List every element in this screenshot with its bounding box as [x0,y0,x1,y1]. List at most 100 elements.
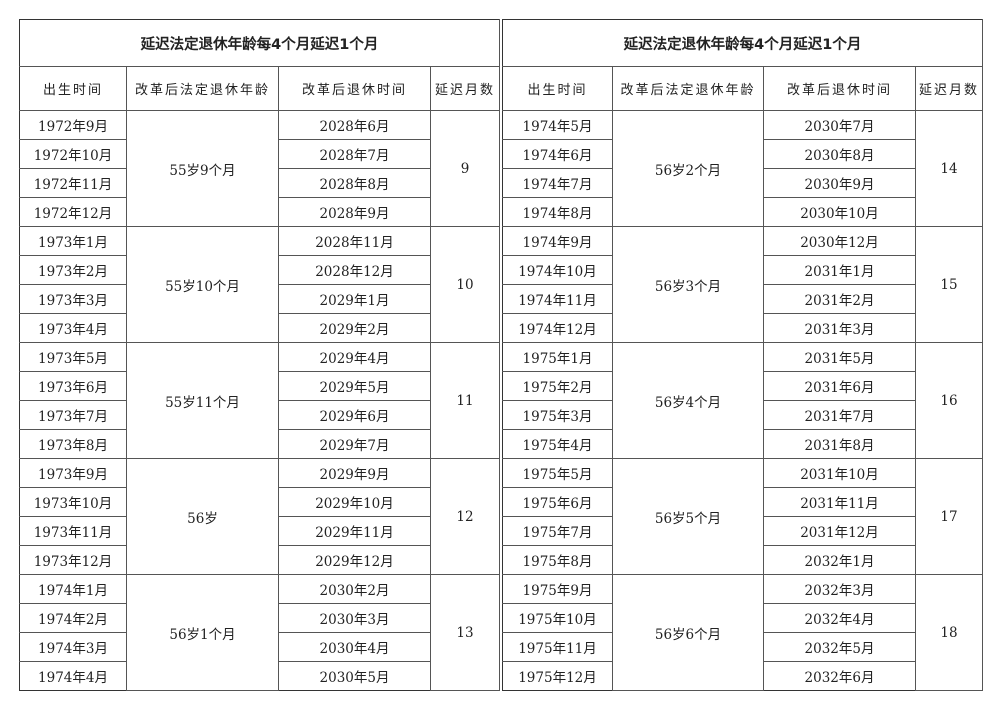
retirement-time: 2032年3月 [763,574,916,604]
table-row: 1975年4月 2031年8月 [502,429,983,459]
retirement-age: 55岁9个月 [126,110,279,227]
retirement-time: 2028年11月 [278,226,431,256]
header-birth-time: 出生时间 [502,66,613,111]
header-birth-time: 出生时间 [19,66,127,111]
table-row: 1973年2月 2028年12月 [19,255,500,285]
delay-months: 13 [430,574,500,691]
table-row: 1973年12月 2029年12月 [19,545,500,575]
retirement-time: 2031年8月 [763,429,916,459]
birth-time: 1974年8月 [502,197,613,227]
birth-time: 1973年7月 [19,400,127,430]
header-retirement-age: 改革后法定退休年龄 [612,66,764,111]
delay-months: 15 [915,226,983,343]
birth-time: 1975年8月 [502,545,613,575]
retirement-time: 2031年11月 [763,487,916,517]
table-row: 1974年11月 2031年2月 [502,284,983,314]
retirement-age: 56岁3个月 [612,226,764,343]
table-row: 1973年6月 2029年5月 [19,371,500,401]
birth-time: 1972年12月 [19,197,127,227]
table-row: 1973年1月 55岁10个月 2028年11月 10 [19,226,500,343]
retirement-age: 56岁6个月 [612,574,764,691]
birth-time: 1972年9月 [19,110,127,140]
birth-time: 1973年6月 [19,371,127,401]
birth-time: 1975年3月 [502,400,613,430]
retirement-time: 2030年5月 [278,661,431,691]
table-row: 1974年2月 2030年3月 [19,603,500,633]
table-right: 延迟法定退休年龄每4个月延迟1个月 出生时间 改革后法定退休年龄 改革后退休时间 延迟月… [502,19,983,691]
table-title: 延迟法定退休年龄每4个月延迟1个月 [502,19,983,67]
delay-months: 12 [430,458,500,575]
birth-time: 1974年1月 [19,574,127,604]
header-delay-months: 延迟月数 [430,66,500,111]
birth-time: 1975年11月 [502,632,613,662]
birth-time: 1975年9月 [502,574,613,604]
birth-time: 1975年2月 [502,371,613,401]
table-row: 1972年12月 2028年9月 [19,197,500,227]
table-row: 1973年9月 56岁 2029年9月 12 [19,458,500,575]
retirement-time: 2028年12月 [278,255,431,285]
table-row: 1972年9月 55岁9个月 2028年6月 9 [19,110,500,227]
retirement-time: 2030年12月 [763,226,916,256]
retirement-time: 2031年7月 [763,400,916,430]
table-row: 1974年7月 2030年9月 [502,168,983,198]
birth-time: 1973年3月 [19,284,127,314]
retirement-age: 56岁5个月 [612,458,764,575]
retirement-age: 56岁1个月 [126,574,279,691]
delay-months: 10 [430,226,500,343]
delay-months: 16 [915,342,983,459]
retirement-time: 2031年1月 [763,255,916,285]
retirement-time: 2030年2月 [278,574,431,604]
table-row: 1974年1月 56岁1个月 2030年2月 13 [19,574,500,691]
retirement-age: 56岁2个月 [612,110,764,227]
title-row: 延迟法定退休年龄每4个月延迟1个月 [502,19,983,67]
retirement-time: 2031年10月 [763,458,916,488]
table-row: 1975年7月 2031年12月 [502,516,983,546]
retirement-time: 2029年11月 [278,516,431,546]
delay-months: 17 [915,458,983,575]
retirement-time: 2030年8月 [763,139,916,169]
birth-time: 1973年2月 [19,255,127,285]
header-delay-months: 延迟月数 [915,66,983,111]
birth-time: 1974年4月 [19,661,127,691]
birth-time: 1973年9月 [19,458,127,488]
retirement-time: 2030年7月 [763,110,916,140]
birth-time: 1972年11月 [19,168,127,198]
retirement-time: 2029年9月 [278,458,431,488]
birth-time: 1973年4月 [19,313,127,343]
retirement-time: 2030年9月 [763,168,916,198]
birth-time: 1975年5月 [502,458,613,488]
table-row: 1973年3月 2029年1月 [19,284,500,314]
retirement-time: 2028年6月 [278,110,431,140]
retirement-age: 56岁 [126,458,279,575]
birth-time: 1974年3月 [19,632,127,662]
delay-months: 14 [915,110,983,227]
table-row: 1975年12月 2032年6月 [502,661,983,691]
birth-time: 1974年7月 [502,168,613,198]
table-row: 1973年4月 2029年2月 [19,313,500,343]
table-title: 延迟法定退休年龄每4个月延迟1个月 [19,19,500,67]
retirement-time: 2032年1月 [763,545,916,575]
birth-time: 1972年10月 [19,139,127,169]
retirement-time: 2032年5月 [763,632,916,662]
retirement-time: 2032年6月 [763,661,916,691]
birth-time: 1975年1月 [502,342,613,372]
table-row: 1973年7月 2029年6月 [19,400,500,430]
retirement-age: 55岁10个月 [126,226,279,343]
birth-time: 1974年9月 [502,226,613,256]
retirement-time: 2031年5月 [763,342,916,372]
retirement-time: 2029年4月 [278,342,431,372]
table-row: 1972年10月 2028年7月 [19,139,500,169]
retirement-age: 56岁4个月 [612,342,764,459]
table-left: 延迟法定退休年龄每4个月延迟1个月 出生时间 改革后法定退休年龄 改革后退休时间 延迟月… [19,19,500,691]
table-row: 1972年11月 2028年8月 [19,168,500,198]
birth-time: 1975年6月 [502,487,613,517]
birth-time: 1975年7月 [502,516,613,546]
header-row: 出生时间 改革后法定退休年龄 改革后退休时间 延迟月数 [19,66,500,111]
retirement-time: 2030年10月 [763,197,916,227]
table-row: 1975年10月 2032年4月 [502,603,983,633]
table-row: 1975年5月 56岁5个月 2031年10月 17 [502,458,983,575]
table-row: 1974年9月 56岁3个月 2030年12月 15 [502,226,983,343]
birth-time: 1973年5月 [19,342,127,372]
table-row: 1974年6月 2030年8月 [502,139,983,169]
table-row: 1973年5月 55岁11个月 2029年4月 11 [19,342,500,459]
